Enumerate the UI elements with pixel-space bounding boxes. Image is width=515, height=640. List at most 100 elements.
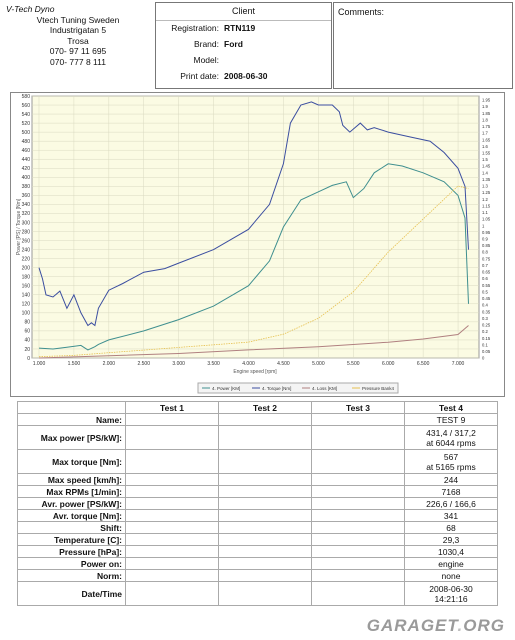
x-axis-ticks: 1.000 1.500 2.000 2.500 3.000 3.500 4.000 4.500… — [33, 361, 465, 367]
cell — [125, 497, 219, 510]
company-title: V-Tech Dyno — [6, 4, 55, 14]
comments-box: Comments: — [333, 2, 513, 89]
y-tick-label: 380 — [22, 184, 31, 190]
cell — [311, 425, 405, 450]
y2-tick-label: 0.55 — [482, 283, 491, 288]
cell — [311, 473, 405, 486]
y2-tick-label: 0.15 — [482, 336, 491, 341]
y-tick-label: 40 — [24, 338, 30, 344]
x-tick-label: 6.000 — [382, 361, 395, 367]
table-row: Name: TEST 9 — [17, 413, 498, 426]
x-tick-label: 5.000 — [312, 361, 325, 367]
cell — [218, 413, 312, 426]
test4-value: TEST 9 — [404, 413, 498, 426]
client-box: Client Registration: RTN119 Brand: Ford … — [155, 2, 332, 89]
y2-tick-label: 0.6 — [482, 276, 488, 281]
row-label: Avr. torque [Nm]: — [17, 509, 126, 522]
y-tick-label: 540 — [22, 112, 31, 118]
cell — [218, 485, 312, 498]
client-row-registration: Registration: RTN119 — [156, 23, 331, 37]
y2-tick-label: 0.8 — [482, 250, 488, 255]
y2-tick-label: 0.5 — [482, 289, 488, 294]
watermark-logo: GARAGET.ORG — [367, 616, 505, 636]
company-line: 070- 777 8 111 — [50, 56, 106, 67]
company-line: Industrigatan 5 — [49, 25, 107, 35]
cell — [311, 485, 405, 498]
y2-tick-label: 0.75 — [482, 256, 491, 261]
cell — [218, 521, 312, 534]
comments-label: Comments: — [338, 7, 385, 17]
y2-tick-label: 1.2 — [482, 197, 488, 202]
cell — [311, 521, 405, 534]
cell — [218, 569, 312, 582]
y-tick-label: 140 — [22, 293, 31, 299]
y-tick-label: 260 — [22, 238, 31, 244]
row-label: Max RPMs [1/min]: — [17, 485, 126, 498]
y-tick-label: 460 — [22, 148, 31, 154]
y2-tick-label: 0.1 — [482, 342, 488, 347]
client-value: RTN119 — [224, 23, 256, 33]
y-axis-ticks: 0 20 40 60 80 100 120 140 160 180 200 220 240 260 280 3… — [22, 94, 31, 362]
row-label: Max power [PS/kW]: — [17, 425, 126, 450]
y-tick-label: 400 — [22, 175, 31, 181]
test4-value: 29,3 — [404, 533, 498, 546]
test4-value: engine — [404, 557, 498, 570]
cell — [311, 533, 405, 546]
table-row: Norm: none — [17, 569, 498, 582]
y-tick-label: 280 — [22, 229, 31, 235]
x-tick-label: 3.000 — [172, 361, 185, 367]
y-tick-label: 160 — [22, 284, 31, 290]
cell — [218, 545, 312, 558]
y2-tick-label: 1.65 — [482, 137, 491, 142]
cell — [125, 581, 219, 606]
client-label: Brand: — [193, 39, 219, 49]
row-label: Pressure [hPa]: — [17, 545, 126, 558]
row-label: Max speed [km/h]: — [17, 473, 126, 486]
y2-tick-label: 0.95 — [482, 230, 491, 235]
series-line-4-loss-km- — [38, 325, 469, 359]
cell — [311, 497, 405, 510]
y-tick-label: 220 — [22, 256, 31, 262]
watermark-suffix: ORG — [463, 616, 505, 635]
row-label: Norm: — [17, 569, 126, 582]
cell — [125, 545, 219, 558]
cell — [218, 425, 312, 450]
table-row: Date/Time 2008-06-30 14:21:16 — [17, 581, 498, 606]
row-label: Date/Time — [17, 581, 126, 606]
row-label: Power on: — [17, 557, 126, 570]
client-row-brand: Brand: Ford — [156, 39, 331, 53]
y2-tick-label: 0.35 — [482, 309, 491, 314]
y2-tick-label: 0.9 — [482, 237, 488, 242]
y2-tick-label: 1.45 — [482, 164, 491, 169]
test4-value-line: 14:21:16 — [434, 593, 468, 604]
y-tick-label: 60 — [24, 329, 30, 335]
table-row: Shift: 68 — [17, 521, 498, 534]
test4-value: none — [404, 569, 498, 582]
y2-tick-label: 1.9 — [482, 104, 488, 109]
column-header — [17, 401, 126, 414]
cell — [311, 581, 405, 606]
table-row: Avr. power [PS/kW]: 226,6 / 166,6 — [17, 497, 498, 510]
x-tick-label: 1.500 — [68, 361, 81, 367]
cell — [125, 413, 219, 426]
cell — [311, 413, 405, 426]
series-line-pressure-bank4 — [38, 185, 469, 358]
x-tick-label: 7.000 — [452, 361, 465, 367]
cell — [218, 509, 312, 522]
cell — [125, 521, 219, 534]
x-tick-label: 5.500 — [347, 361, 360, 367]
company-line: Vtech Tuning Sweden — [36, 14, 120, 25]
y2-tick-label: 1.75 — [482, 124, 491, 129]
y2-tick-label: 1.7 — [482, 131, 488, 136]
column-header: Test 3 — [311, 401, 405, 414]
x-tick-label: 2.000 — [103, 361, 116, 367]
y-tick-label: 100 — [22, 311, 31, 317]
test4-value: 244 — [404, 473, 498, 486]
test4-value-line: 567 — [443, 451, 459, 462]
column-header: Test 1 — [125, 401, 219, 414]
x-tick-label: 1.000 — [33, 361, 46, 367]
cell — [311, 557, 405, 570]
test4-value: 431,4 / 317,2 at 6044 rpms — [404, 425, 498, 450]
test4-value: 341 — [404, 509, 498, 522]
y2-tick-label: 0.2 — [482, 329, 488, 334]
